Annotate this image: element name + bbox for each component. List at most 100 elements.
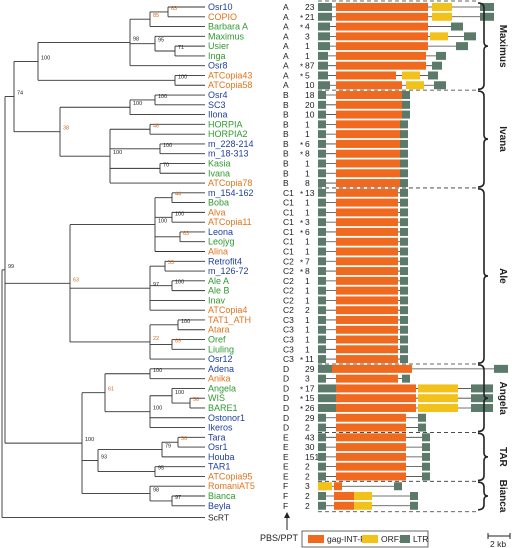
gag-int-rt-block	[336, 12, 428, 21]
leaf-class: F	[283, 501, 288, 511]
ltr-block	[422, 433, 430, 442]
gag-int-rt-block	[336, 403, 416, 412]
gag-int-rt-block	[336, 462, 406, 471]
leaf-count: 1	[305, 198, 310, 208]
leaf-count: 13	[305, 188, 315, 198]
clade-bracket-bianca: Bianca	[477, 480, 508, 513]
leaf-class: C3	[283, 315, 294, 325]
ltr-block	[318, 61, 328, 70]
leaf-count: 26	[305, 403, 315, 413]
ltr-block	[318, 237, 326, 246]
element-structure-anika	[318, 374, 410, 383]
element-structure-inga	[318, 51, 446, 60]
ltr-block	[418, 413, 426, 422]
legend-label-gag: gag-INT-RT	[327, 534, 371, 544]
leaf-class: A	[283, 31, 289, 41]
element-structure-barbara-a	[318, 22, 463, 31]
ltr-block	[318, 267, 326, 276]
ltr-block	[318, 247, 326, 256]
gag-int-rt-block	[336, 71, 396, 80]
bootstrap-value: 100	[133, 101, 142, 107]
leaf-count: 1	[305, 129, 310, 139]
leaf-label-boba: Boba	[208, 198, 229, 208]
leaf-label-beyla: Beyla	[208, 501, 231, 511]
clade-brackets: Maximus Ivana Ale Angela TAR Bianca	[477, 2, 508, 513]
element-structure-osr10	[318, 3, 494, 11]
bootstrap-value: 85	[153, 13, 159, 19]
element-structure-ivana	[318, 169, 408, 178]
gag-int-rt-block	[336, 188, 398, 197]
ltr-block	[318, 12, 332, 21]
leaf-count: 3	[305, 481, 310, 491]
ltr-block	[400, 247, 408, 256]
leaf-count: 1	[305, 325, 310, 335]
leaf-count: 6	[305, 227, 310, 237]
gag-int-rt-block	[336, 384, 416, 393]
ltr-block	[400, 257, 408, 266]
leaf-label-m-228-214: m_228-214	[208, 139, 254, 149]
ltr-block	[480, 12, 494, 21]
ltr-block	[432, 61, 442, 70]
gag-int-rt-block	[336, 130, 402, 139]
leaf-label-ilona: Ilona	[208, 110, 228, 120]
leaf-class: C3	[283, 335, 294, 345]
leaf-class: C2	[283, 276, 294, 286]
gag-int-rt-block	[336, 91, 402, 100]
leaf-label-inav: Inav	[208, 295, 226, 305]
legend-swatch-ltr	[400, 535, 410, 543]
leaf-count: 8	[305, 266, 310, 276]
leaf-label-alva: Alva	[208, 207, 226, 217]
ltr-block	[400, 335, 408, 344]
leaf-count: 18	[305, 90, 315, 100]
bootstrap-value: 100	[158, 219, 167, 225]
legend-box	[301, 530, 429, 548]
bootstrap-value: 100	[163, 143, 172, 149]
element-structure-horpia2	[318, 130, 408, 139]
ltr-block	[318, 198, 326, 207]
leaf-class: C2	[283, 256, 294, 266]
gag-int-rt-block	[336, 325, 398, 334]
clade-bracket-angela: Angela	[477, 364, 508, 433]
leaf-label-inga: Inga	[208, 51, 226, 61]
bootstrap-value: 100	[158, 94, 167, 100]
leaf-count: 2	[305, 305, 310, 315]
element-structure-kasia	[318, 159, 408, 168]
element-structure-houba	[318, 452, 430, 461]
leaf-count: 1	[305, 295, 310, 305]
ltr-block	[400, 139, 408, 148]
leaf-count: 43	[305, 432, 315, 442]
leaf-class: A	[283, 51, 289, 61]
leaf-label-m-126-72: m_126-72	[208, 266, 249, 276]
leaf-count: 1	[305, 207, 310, 217]
ltr-block	[434, 81, 446, 90]
leaf-label-usier: Usier	[208, 41, 229, 51]
leaf-star: *	[300, 72, 303, 81]
ltr-block	[402, 110, 410, 119]
leaf-class: D	[283, 383, 289, 393]
bootstrap-value: 70	[163, 162, 169, 168]
ltr-block	[318, 501, 326, 510]
scale-bar-label: 2 kb	[490, 539, 506, 548]
leaf-count: 2	[305, 462, 310, 472]
ltr-block	[400, 188, 408, 197]
ltr-block	[318, 110, 326, 119]
ltr-block	[402, 374, 410, 383]
leaf-class: D	[283, 364, 289, 374]
element-structure-ale-b	[318, 286, 408, 295]
ltr-block	[318, 433, 326, 442]
ltr-block	[400, 325, 408, 334]
leaf-star: *	[300, 219, 303, 228]
leaf-class: D	[283, 374, 289, 384]
ltr-block	[318, 423, 326, 432]
leaf-class: A	[283, 61, 289, 71]
leaf-count: 4	[305, 22, 310, 32]
leaf-label-romaniat5: RomaniAT5	[208, 481, 255, 491]
ltr-block	[456, 42, 468, 51]
gag-int-rt-block	[336, 159, 402, 168]
element-structure-horpia	[318, 120, 408, 129]
clade-bracket-shape	[477, 432, 489, 482]
orf2-block	[418, 403, 458, 412]
leaf-label-adena: Adena	[208, 364, 234, 374]
bootstrap-value: 100	[153, 406, 162, 412]
leaf-class: A	[283, 12, 289, 22]
